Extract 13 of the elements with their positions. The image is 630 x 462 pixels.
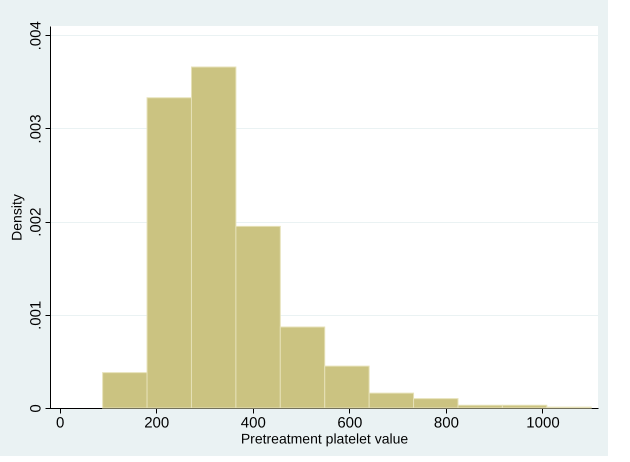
x-axis-title: Pretreatment platelet value [240,430,408,446]
x-tick-label: 600 [337,414,362,432]
x-tick-label: 800 [434,414,459,432]
x-tick-label: 0 [56,414,64,432]
y-axis-title: Density [8,194,24,241]
x-tick-label: 400 [240,414,266,432]
y-tick-label: .004 [28,21,44,50]
y-tick-label: 0 [28,404,44,413]
y-tick-label: .002 [28,208,44,237]
x-tick-label: 200 [144,414,170,432]
y-tick-label: .003 [28,114,44,144]
x-tick-label: 1000 [526,414,560,432]
y-tick-label: .001 [28,300,44,330]
